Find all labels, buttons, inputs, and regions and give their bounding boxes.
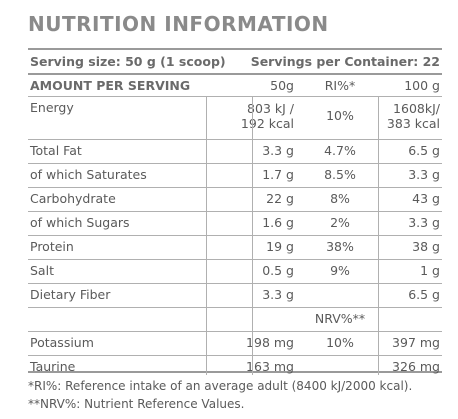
table-row: Taurine 163 mg 326 mg: [28, 355, 442, 379]
table-header: AMOUNT PER SERVING 50g RI%* 100 g: [28, 74, 442, 96]
value-ri: 4.7%: [324, 143, 356, 158]
table-row: Dietary Fiber 3.3 g 6.5 g: [28, 283, 442, 307]
value-50g: 19 g: [266, 239, 294, 254]
column-divider: [206, 96, 207, 375]
nutrient-name: Carbohydrate: [30, 191, 116, 206]
row-divider: [28, 283, 442, 284]
value-ri: NRV%**: [314, 311, 366, 326]
value-ri: 9%: [330, 263, 350, 278]
header-ri: RI%*: [324, 78, 356, 93]
value-100g: 1 g: [420, 263, 440, 278]
servings-per-container: Servings per Container: 22: [250, 54, 440, 69]
row-divider: [28, 163, 442, 164]
nutrient-name: of which Saturates: [30, 167, 147, 182]
header-100g: 100 g: [404, 78, 440, 93]
table-row: of which Sugars 1.6 g 2% 3.3 g: [28, 211, 442, 235]
value-ri: 8.5%: [324, 167, 356, 182]
row-divider: [28, 331, 442, 332]
row-divider: [28, 307, 442, 308]
value-100g: 326 mg: [392, 359, 440, 374]
value-100g: 397 mg: [392, 335, 440, 350]
value-50g: 0.5 g: [262, 263, 294, 278]
column-divider: [378, 96, 379, 375]
serving-size: Serving size: 50 g (1 scoop): [30, 54, 226, 69]
value-50g: 1.6 g: [262, 215, 294, 230]
value-ri: 10%: [326, 108, 354, 123]
table-row: Energy 803 kJ / 192 kcal 10% 1608kJ/ 383 kc…: [28, 96, 442, 139]
serving-row: Serving size: 50 g (1 scoop) Servings pe…: [28, 50, 442, 73]
nutrition-table: Serving size: 50 g (1 scoop) Servings pe…: [28, 48, 442, 375]
value-50g: 3.3 g: [262, 287, 294, 302]
nutrient-name: of which Sugars: [30, 215, 130, 230]
row-divider: [28, 187, 442, 188]
row-divider: [28, 211, 442, 212]
value-50g: 198 mg: [246, 335, 294, 350]
table-row: Total Fat 3.3 g 4.7% 6.5 g: [28, 139, 442, 163]
nutrient-name: Protein: [30, 239, 74, 254]
value-ri: 2%: [330, 215, 350, 230]
amount-per-serving-label: AMOUNT PER SERVING: [30, 78, 191, 93]
footnote-ri: *RI%: Reference intake of an average adu…: [28, 379, 413, 393]
row-divider: [28, 139, 442, 140]
table-row: Carbohydrate 22 g 8% 43 g: [28, 187, 442, 211]
footnotes: *RI%: Reference intake of an average adu…: [28, 377, 412, 413]
value-50g: 3.3 g: [262, 143, 294, 158]
nutrient-name: Total Fat: [30, 143, 82, 158]
nutrient-name: Salt: [30, 263, 54, 278]
value-100g: 6.5 g: [408, 287, 440, 302]
value-100g: 43 g: [412, 191, 440, 206]
row-divider: [28, 235, 442, 236]
table-row: Potassium 198 mg 10% 397 mg: [28, 331, 442, 355]
table-row: Protein 19 g 38% 38 g: [28, 235, 442, 259]
nutrient-name: Energy: [30, 100, 74, 115]
value-100g: 6.5 g: [408, 143, 440, 158]
row-divider: [28, 259, 442, 260]
divider: [28, 73, 442, 75]
value-50g: 1.7 g: [262, 167, 294, 182]
footnote-nrv: **NRV%: Nutrient Reference Values.: [28, 397, 245, 411]
value-50g: 803 kJ / 192 kcal: [240, 101, 294, 131]
column-divider: [252, 96, 253, 375]
value-50g: 163 mg: [246, 359, 294, 374]
value-ri: 10%: [326, 335, 354, 350]
value-100g: 1608kJ/ 383 kcal: [386, 101, 440, 131]
page-title: NUTRITION INFORMATION: [28, 12, 329, 36]
value-ri: 8%: [330, 191, 350, 206]
table-row: of which Saturates 1.7 g 8.5% 3.3 g: [28, 163, 442, 187]
row-divider: [28, 355, 442, 356]
value-50g: 22 g: [266, 191, 294, 206]
value-100g: 3.3 g: [408, 215, 440, 230]
value-100g: 38 g: [412, 239, 440, 254]
header-50g: 50g: [270, 78, 294, 93]
row-divider: [28, 96, 442, 97]
nutrient-name: Potassium: [30, 335, 94, 350]
nutrient-name: Taurine: [30, 359, 76, 374]
table-row: Salt 0.5 g 9% 1 g: [28, 259, 442, 283]
nutrient-name: Dietary Fiber: [30, 287, 111, 302]
value-100g: 3.3 g: [408, 167, 440, 182]
value-ri: 38%: [326, 239, 354, 254]
table-row: NRV%**: [28, 307, 442, 331]
